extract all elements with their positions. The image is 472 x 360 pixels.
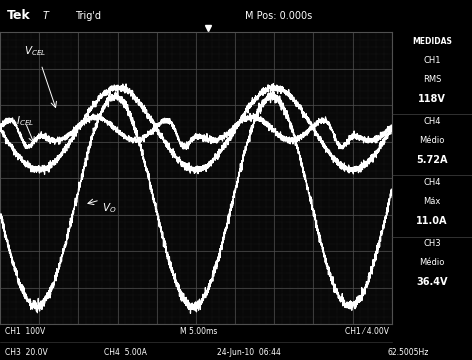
Text: CH1 ⁄ 4.00V: CH1 ⁄ 4.00V xyxy=(345,328,388,336)
Text: CH4: CH4 xyxy=(423,117,441,126)
Text: $V_O$: $V_O$ xyxy=(102,202,117,215)
Text: CH4  5.00A: CH4 5.00A xyxy=(104,348,147,356)
Text: CH1: CH1 xyxy=(423,56,441,65)
Text: Trig'd: Trig'd xyxy=(76,10,101,21)
Text: MEDIDAS: MEDIDAS xyxy=(412,37,452,46)
Text: CH4: CH4 xyxy=(423,178,441,187)
Text: Médio: Médio xyxy=(419,136,445,145)
Text: 36.4V: 36.4V xyxy=(416,277,447,287)
Text: Máx: Máx xyxy=(423,197,440,206)
Text: 5.72A: 5.72A xyxy=(416,155,447,165)
Text: RMS: RMS xyxy=(423,75,441,84)
Text: CH1  100V: CH1 100V xyxy=(5,328,45,336)
Text: T: T xyxy=(42,10,49,21)
Text: $V_{CEL}$: $V_{CEL}$ xyxy=(24,44,46,58)
Text: Tek: Tek xyxy=(7,9,31,22)
Text: 62.5005Hz: 62.5005Hz xyxy=(387,348,429,356)
Text: 118V: 118V xyxy=(418,94,446,104)
Text: $I_{CEL}$: $I_{CEL}$ xyxy=(16,114,34,128)
Text: CH3  20.0V: CH3 20.0V xyxy=(5,348,48,356)
Text: Médio: Médio xyxy=(419,258,445,267)
Text: 24-Jun-10  06:44: 24-Jun-10 06:44 xyxy=(217,348,281,356)
Text: M Pos: 0.000s: M Pos: 0.000s xyxy=(245,10,312,21)
Text: 11.0A: 11.0A xyxy=(416,216,447,226)
Text: CH3: CH3 xyxy=(423,239,441,248)
Text: M 5.00ms: M 5.00ms xyxy=(179,328,217,336)
